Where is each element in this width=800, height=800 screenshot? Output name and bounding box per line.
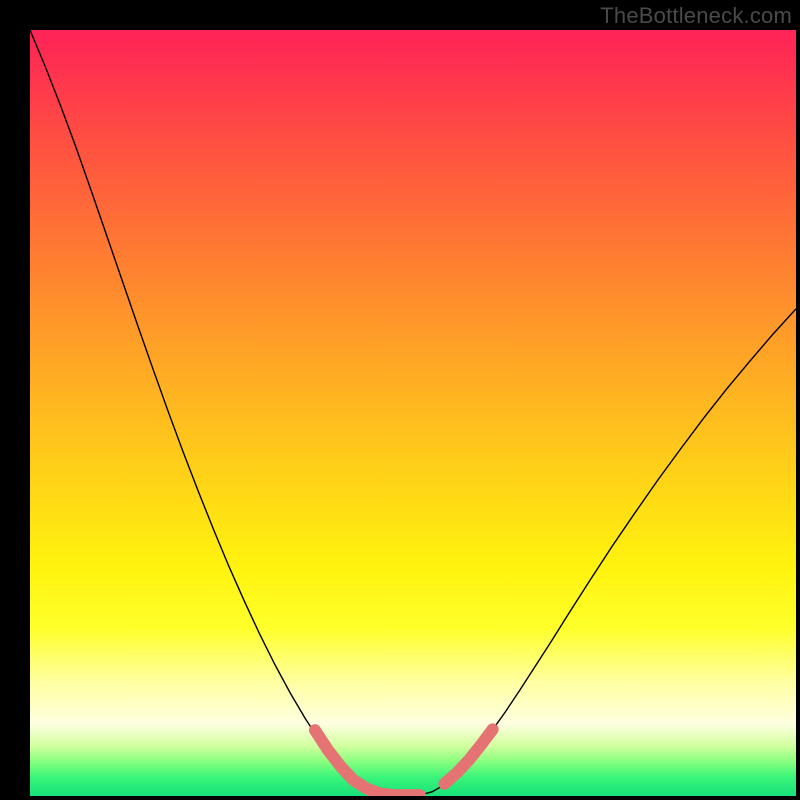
bottleneck-chart: [30, 30, 796, 796]
watermark-text: TheBottleneck.com: [600, 3, 792, 29]
canvas-root: TheBottleneck.com: [0, 0, 800, 800]
chart-background: [30, 30, 796, 796]
